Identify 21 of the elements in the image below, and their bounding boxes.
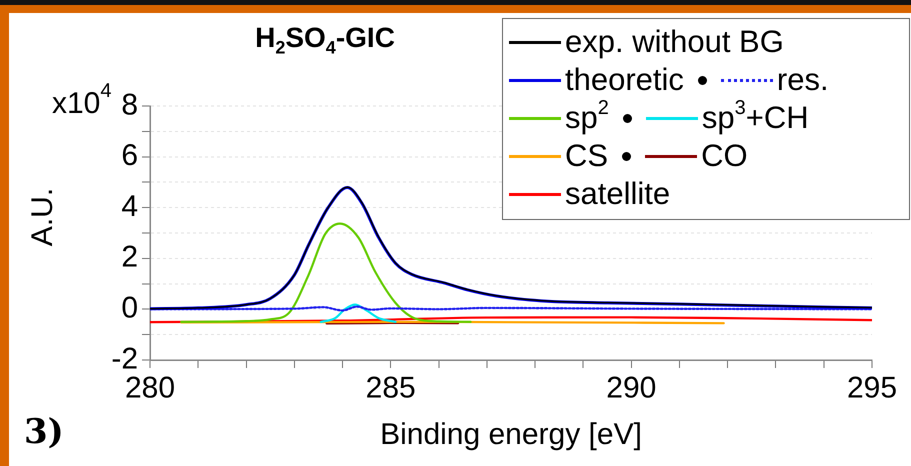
legend-label: theoretic: [565, 61, 684, 99]
legend-label: sp$^{3}$+CH: [702, 97, 809, 137]
legend-label: CO: [701, 137, 748, 175]
text: 3): [24, 412, 64, 452]
legend-label: res.: [776, 61, 829, 99]
text: x10$^{4}$: [52, 80, 112, 121]
legend-label: sp$^{2}$: [565, 97, 609, 137]
y-axis-title: A.U.: [26, 186, 60, 248]
x-axis-title: Binding energy [eV]: [379, 418, 643, 452]
y-tick-label: 8: [121, 88, 138, 122]
legend-label: CS: [565, 137, 608, 175]
y-tick-label: 2: [121, 240, 138, 274]
x-tick-label: 290: [606, 371, 656, 404]
y-tick-label: 4: [121, 190, 138, 223]
legend-label: exp. without BG: [565, 23, 784, 61]
y-tick-label: 0: [121, 291, 138, 324]
x-tick-label: 295: [846, 371, 898, 404]
y-tick-label: 6: [121, 139, 138, 172]
x-tick-label: 285: [366, 371, 416, 404]
chart-title: H$_{2}$SO$_{4}$-GIC: [254, 22, 396, 59]
legend-label: satellite: [565, 175, 670, 213]
